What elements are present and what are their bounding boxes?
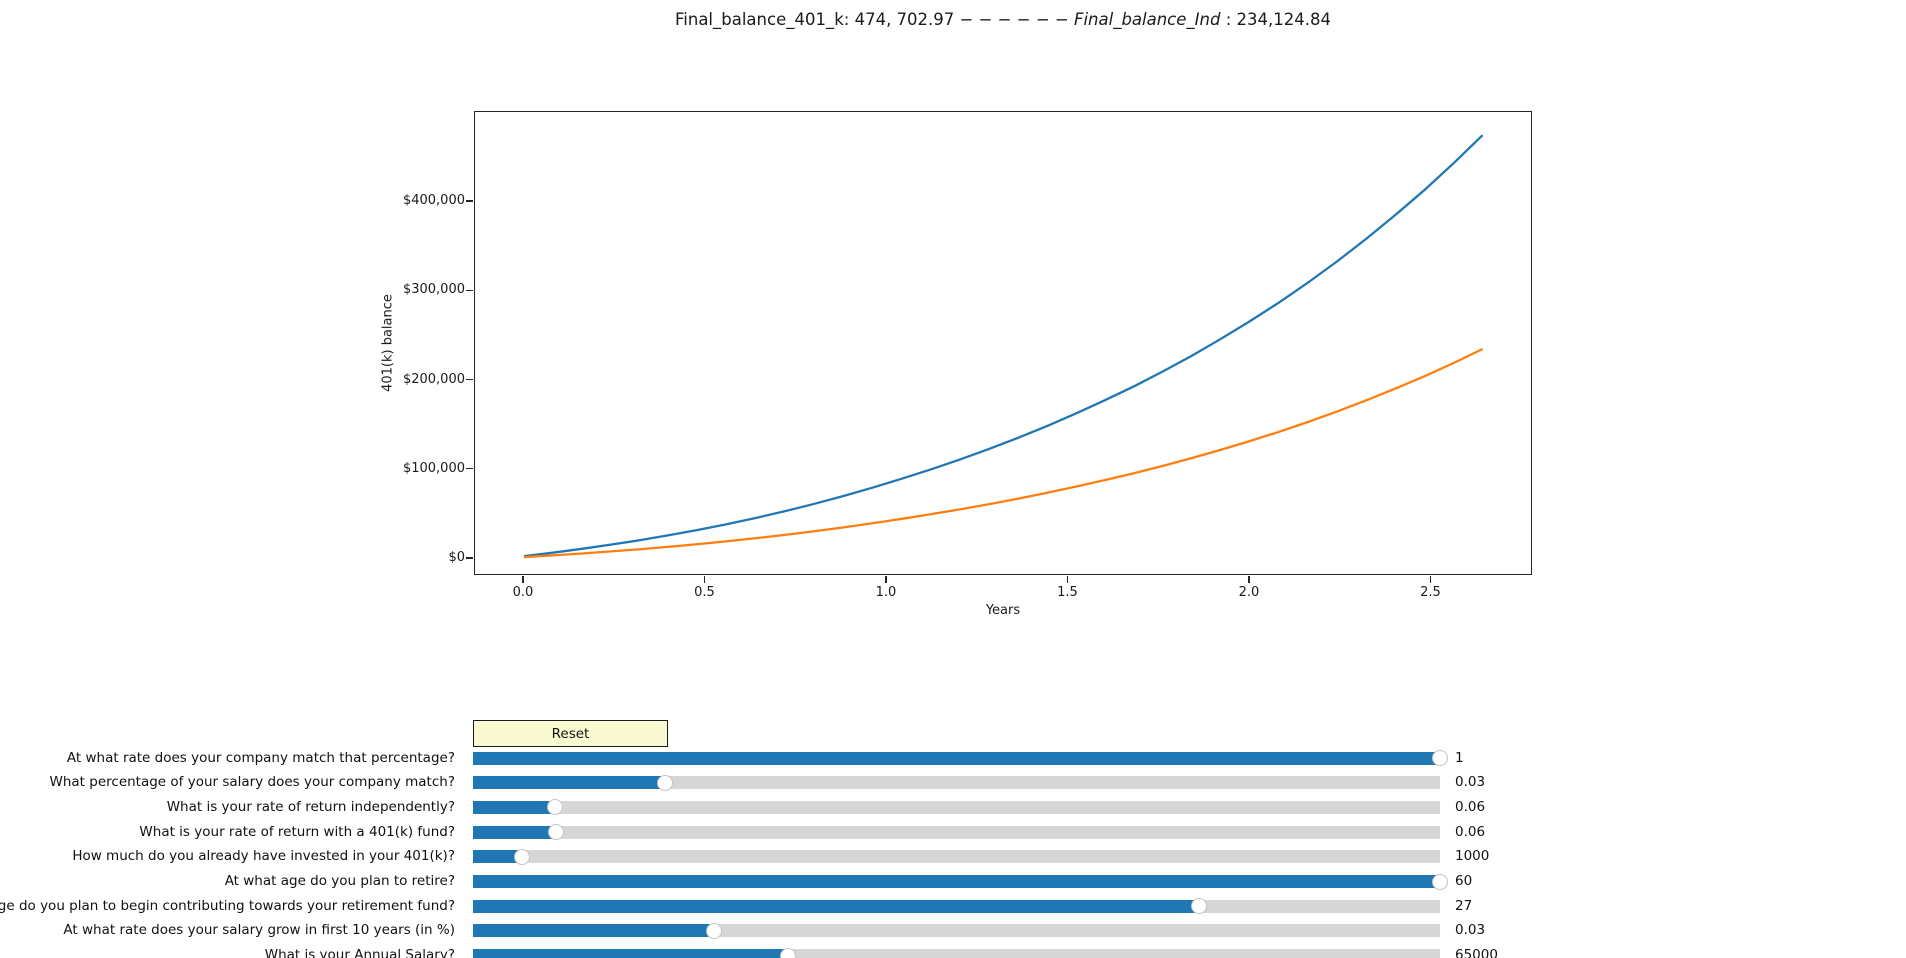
slider-fill — [473, 875, 1440, 888]
y-tick-mark — [466, 289, 473, 291]
slider-handle[interactable] — [547, 799, 564, 816]
slider-label: What is your Annual Salary? — [264, 947, 455, 958]
slider-value: 1000 — [1455, 848, 1490, 865]
slider-label: At what rate does your company match tha… — [66, 749, 455, 766]
slider-fill — [473, 949, 789, 958]
x-tick-label: 2.5 — [1420, 585, 1441, 600]
slider-handle[interactable] — [657, 774, 674, 791]
x-tick-mark — [885, 576, 887, 583]
slider-handle[interactable] — [1432, 750, 1448, 766]
series-Final_balance_401_k — [523, 134, 1484, 558]
y-tick-label: $200,000 — [402, 371, 465, 387]
slider-fill — [473, 825, 557, 839]
series-Final_balance_Ind — [523, 347, 1484, 559]
slider-handle[interactable] — [1191, 898, 1208, 915]
y-tick-label: $300,000 — [402, 282, 465, 298]
slider-value: 65000 — [1455, 947, 1498, 958]
x-tick-mark — [1248, 576, 1250, 583]
x-tick-mark — [1066, 576, 1069, 583]
slider-label: At what age do you plan to begin contrib… — [0, 897, 455, 914]
x-tick-label: 1.0 — [875, 585, 897, 600]
slider-track[interactable] — [473, 949, 1440, 958]
y-tick-label: $400,000 — [402, 193, 465, 208]
reset-button[interactable]: Reset — [473, 720, 668, 747]
slider-track[interactable] — [473, 751, 1440, 765]
chart-title-401k-part: Final_balance_401_k: 474, 702.97 — [674, 10, 960, 29]
slider-value: 0.06 — [1455, 823, 1486, 840]
slider-fill — [473, 899, 1200, 913]
chart-title-ind-value: : 234,124.84 — [1220, 10, 1331, 29]
slider-value: 1 — [1455, 749, 1464, 766]
slider-label: What is your rate of return with a 401(k… — [139, 823, 455, 840]
slider-label: What percentage of your salary does your… — [49, 774, 456, 791]
slider-handle[interactable] — [705, 922, 722, 939]
slider-track[interactable] — [473, 800, 1440, 814]
plot-area — [474, 111, 1532, 575]
slider-track[interactable] — [473, 776, 1440, 790]
slider-fill — [473, 751, 1440, 765]
x-tick-label: 0.5 — [694, 585, 715, 600]
slider-handle[interactable] — [548, 824, 565, 841]
slider-track[interactable] — [473, 924, 1440, 938]
slider-handle[interactable] — [514, 848, 531, 865]
slider-track[interactable] — [473, 825, 1440, 839]
x-tick-mark — [522, 576, 524, 583]
chart-title: Final_balance_401_k: 474, 702.97 − − − −… — [474, 10, 1532, 29]
slider-label: At what age do you plan to retire? — [224, 873, 455, 889]
slider-value: 0.03 — [1455, 774, 1486, 791]
x-axis-label: Years — [985, 603, 1021, 618]
y-tick-mark — [466, 557, 473, 559]
slider-track[interactable] — [473, 875, 1440, 888]
slider-label: At what rate does your salary grow in fi… — [63, 922, 455, 939]
y-tick-mark — [466, 378, 473, 381]
chart-title-dashes: − − − − − − — [959, 10, 1074, 29]
slider-handle[interactable] — [1432, 873, 1448, 890]
slider-label: What is your rate of return independentl… — [166, 798, 455, 815]
line-chart — [523, 134, 1484, 559]
slider-value: 0.06 — [1455, 798, 1486, 815]
slider-value: 0.03 — [1455, 922, 1486, 939]
slider-track[interactable] — [473, 850, 1440, 864]
y-tick-label: $100,000 — [402, 460, 465, 476]
x-tick-mark — [703, 576, 706, 583]
slider-track[interactable] — [473, 899, 1440, 913]
y-tick-mark — [466, 468, 473, 470]
slider-fill — [473, 776, 666, 790]
slider-label: How much do you already have invested in… — [72, 848, 455, 865]
x-tick-label: 1.5 — [1057, 585, 1078, 600]
y-tick-mark — [466, 200, 473, 202]
x-tick-label: 0.0 — [512, 585, 534, 600]
x-tick-label: 2.0 — [1238, 585, 1260, 600]
slider-fill — [473, 850, 523, 864]
slider-value: 60 — [1455, 873, 1473, 889]
chart-title-ind-part: Final_balance_Ind — [1073, 10, 1221, 29]
x-tick-mark — [1429, 576, 1432, 583]
slider-fill — [473, 800, 556, 814]
slider-value: 27 — [1455, 897, 1473, 914]
slider-fill — [473, 924, 714, 938]
y-tick-label: $0 — [448, 550, 465, 565]
